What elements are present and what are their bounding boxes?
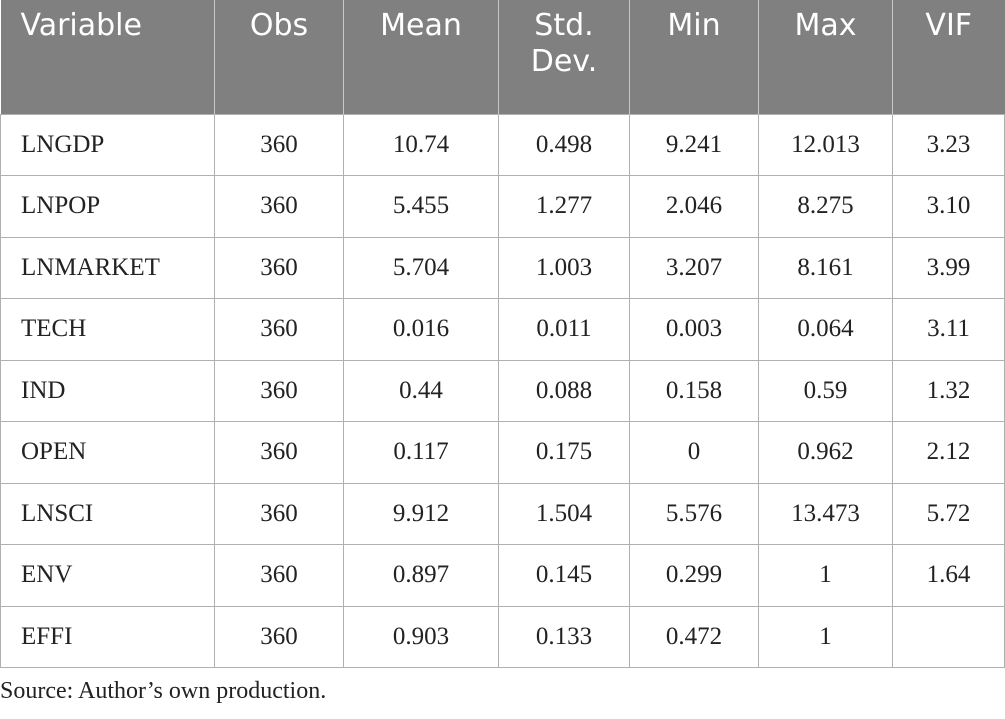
table-cell-max: 0.59 — [758, 359, 893, 422]
table-cell-mean: 5.704 — [343, 236, 499, 299]
table-cell-std-dev: 0.011 — [498, 298, 630, 361]
table-cell-min: 0.299 — [629, 544, 759, 607]
table-cell-variable: ENV — [0, 544, 215, 607]
table-cell-std-dev: 1.003 — [498, 236, 630, 299]
table-cell-vif: 3.23 — [892, 113, 1005, 176]
table-cell-mean: 0.016 — [343, 298, 499, 361]
table-cell-vif: 2.12 — [892, 421, 1005, 484]
table-cell-max: 0.962 — [758, 421, 893, 484]
column-header-vif: VIF — [892, 0, 1005, 114]
table-cell-variable: IND — [0, 359, 215, 422]
table-header: Variable Obs Mean Std. Dev. Min Max VIF — [0, 0, 1005, 114]
table-cell-min: 0.158 — [629, 359, 759, 422]
table-cell-std-dev: 0.145 — [498, 544, 630, 607]
table-cell-mean: 0.44 — [343, 359, 499, 422]
table-cell-mean: 0.117 — [343, 421, 499, 484]
table-cell-max: 0.064 — [758, 298, 893, 361]
table-cell-max: 8.161 — [758, 236, 893, 299]
table-cell-min: 2.046 — [629, 175, 759, 238]
table-cell-mean: 0.903 — [343, 605, 499, 668]
table-cell-max: 12.013 — [758, 113, 893, 176]
table-cell-min: 5.576 — [629, 482, 759, 545]
table-cell-obs: 360 — [214, 421, 344, 484]
table-cell-obs: 360 — [214, 175, 344, 238]
table-cell-mean: 10.74 — [343, 113, 499, 176]
table-cell-variable: OPEN — [0, 421, 215, 484]
table-cell-obs: 360 — [214, 482, 344, 545]
table-cell-variable: EFFI — [0, 605, 215, 668]
table-row: LNGDP 360 10.74 0.498 9.241 12.013 3.23 — [0, 113, 1005, 176]
table-cell-max: 1 — [758, 544, 893, 607]
table-cell-vif: 3.11 — [892, 298, 1005, 361]
table-cell-std-dev: 0.498 — [498, 113, 630, 176]
table-cell-mean: 5.455 — [343, 175, 499, 238]
header-row: Variable Obs Mean Std. Dev. Min Max VIF — [0, 0, 1005, 114]
table-cell-min: 9.241 — [629, 113, 759, 176]
table-cell-std-dev: 0.133 — [498, 605, 630, 668]
table-cell-obs: 360 — [214, 605, 344, 668]
table-row: IND 360 0.44 0.088 0.158 0.59 1.32 — [0, 359, 1005, 422]
column-header-min: Min — [629, 0, 759, 114]
table-cell-vif: 1.64 — [892, 544, 1005, 607]
table-cell-vif: 3.10 — [892, 175, 1005, 238]
column-header-obs: Obs — [214, 0, 344, 114]
column-header-max: Max — [758, 0, 893, 114]
table-cell-max: 13.473 — [758, 482, 893, 545]
table-row: LNPOP 360 5.455 1.277 2.046 8.275 3.10 — [0, 175, 1005, 238]
table-cell-variable: LNSCI — [0, 482, 215, 545]
table-cell-variable: LNGDP — [0, 113, 215, 176]
table-cell-std-dev: 0.088 — [498, 359, 630, 422]
table-cell-max: 1 — [758, 605, 893, 668]
table-cell-vif — [892, 605, 1005, 668]
table-cell-obs: 360 — [214, 113, 344, 176]
descriptive-statistics-table: Variable Obs Mean Std. Dev. Min Max VIF LNGDP 36… — [0, 0, 1005, 668]
table-cell-variable: LNPOP — [0, 175, 215, 238]
table-row: EFFI 360 0.903 0.133 0.472 1 — [0, 605, 1005, 668]
table-cell-vif: 1.32 — [892, 359, 1005, 422]
table-cell-variable: LNMARKET — [0, 236, 215, 299]
table-cell-obs: 360 — [214, 544, 344, 607]
table-cell-min: 0 — [629, 421, 759, 484]
column-header-variable: Variable — [0, 0, 215, 114]
column-header-mean: Mean — [343, 0, 499, 114]
table-body: LNGDP 360 10.74 0.498 9.241 12.013 3.23 LNPOP 36… — [0, 113, 1005, 668]
table-cell-obs: 360 — [214, 236, 344, 299]
table-row: ENV 360 0.897 0.145 0.299 1 1.64 — [0, 544, 1005, 607]
table-cell-obs: 360 — [214, 359, 344, 422]
table-cell-min: 3.207 — [629, 236, 759, 299]
table-cell-variable: TECH — [0, 298, 215, 361]
table-cell-min: 0.472 — [629, 605, 759, 668]
source-note: Source: Author’s own production. — [0, 678, 327, 704]
table-cell-std-dev: 0.175 — [498, 421, 630, 484]
table-cell-min: 0.003 — [629, 298, 759, 361]
table-cell-vif: 5.72 — [892, 482, 1005, 545]
table-cell-obs: 360 — [214, 298, 344, 361]
table-row: LNMARKET 360 5.704 1.003 3.207 8.161 3.99 — [0, 236, 1005, 299]
table-cell-max: 8.275 — [758, 175, 893, 238]
table-cell-std-dev: 1.277 — [498, 175, 630, 238]
table-cell-vif: 3.99 — [892, 236, 1005, 299]
table-cell-std-dev: 1.504 — [498, 482, 630, 545]
column-header-std-dev: Std. Dev. — [498, 0, 630, 114]
table-row: LNSCI 360 9.912 1.504 5.576 13.473 5.72 — [0, 482, 1005, 545]
table-row: TECH 360 0.016 0.011 0.003 0.064 3.11 — [0, 298, 1005, 361]
table-row: OPEN 360 0.117 0.175 0 0.962 2.12 — [0, 421, 1005, 484]
table-cell-mean: 9.912 — [343, 482, 499, 545]
table-cell-mean: 0.897 — [343, 544, 499, 607]
